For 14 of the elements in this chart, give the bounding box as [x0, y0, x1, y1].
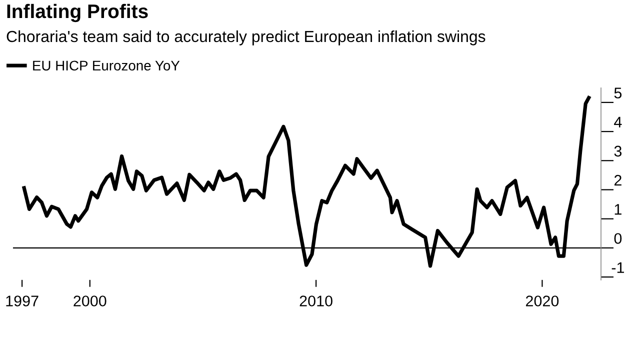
y-tick-label: 0: [614, 233, 622, 244]
chart-subtitle: Choraria's team said to accurately predict European inflation swings: [6, 30, 486, 46]
y-tick-label: 5: [614, 88, 622, 98]
y-tick-label: 2: [614, 174, 622, 186]
x-tick-label: 2010: [300, 296, 332, 306]
y-tick-label: 4: [614, 116, 622, 128]
x-tick-label: 1997: [6, 296, 38, 306]
x-tick-label: 2000: [74, 296, 106, 306]
x-tick-label: 2020: [526, 296, 559, 306]
y-tick-label: 1: [614, 204, 622, 215]
y-tick-label: -1: [612, 262, 624, 273]
legend-label: EU HICP Eurozone YoY: [33, 60, 180, 71]
chart-title: Inflating Profits: [7, 4, 148, 22]
y-tick-label: 3: [614, 146, 622, 157]
